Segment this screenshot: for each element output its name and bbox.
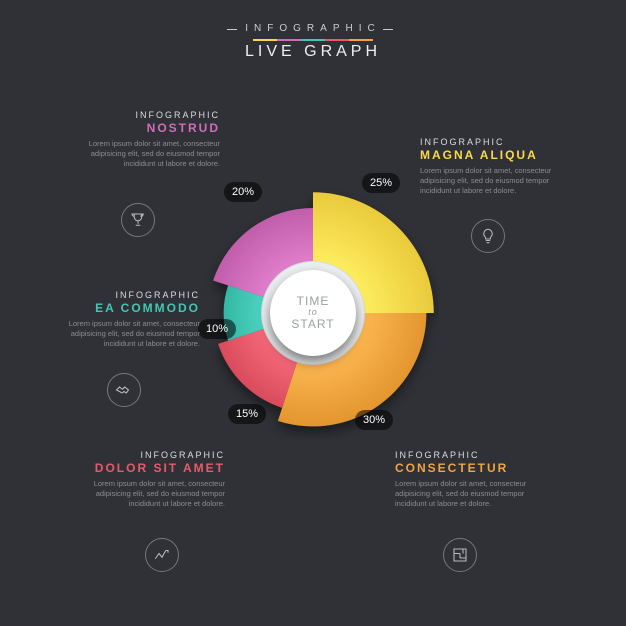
block-body: Lorem ipsum dolor sit amet, consecteur a… (420, 166, 580, 196)
block-eyebrow: INFOGRAPHIC (40, 290, 200, 300)
block-eyebrow: INFOGRAPHIC (420, 137, 580, 147)
block-body: Lorem ipsum dolor sit amet, consecteur a… (40, 319, 200, 349)
trophy-icon (121, 203, 155, 237)
block-consect: INFOGRAPHICCONSECTETUR Lorem ipsum dolor … (395, 450, 555, 509)
block-nostrud: INFOGRAPHICNOSTRUD Lorem ipsum dolor sit … (60, 110, 220, 169)
block-body: Lorem ipsum dolor sit amet, consecteur a… (60, 139, 220, 169)
block-body: Lorem ipsum dolor sit amet, consecteur a… (395, 479, 555, 509)
block-commodo: INFOGRAPHICEA COMMODO Lorem ipsum dolor s… (40, 290, 200, 349)
block-eyebrow: INFOGRAPHIC (395, 450, 555, 460)
block-dolor: INFOGRAPHICDOLOR SIT AMET Lorem ipsum dol… (65, 450, 225, 509)
zigzag-icon (145, 538, 179, 572)
block-title: EA COMMODO (40, 301, 200, 315)
bulb-icon (471, 219, 505, 253)
block-eyebrow: INFOGRAPHIC (65, 450, 225, 460)
handshake-icon (107, 373, 141, 407)
header-subline: LIVE GRAPH (0, 43, 626, 61)
maze-icon (443, 538, 477, 572)
pct-badge-nostrud: 20% (224, 182, 262, 202)
block-title: DOLOR SIT AMET (65, 461, 225, 475)
pct-badge-dolor: 15% (228, 404, 266, 424)
block-title: CONSECTETUR (395, 461, 555, 475)
header-underline (0, 39, 626, 41)
block-title: NOSTRUD (60, 121, 220, 135)
pct-badge-consect: 30% (355, 410, 393, 430)
block-title: MAGNA ALIQUA (420, 148, 580, 162)
block-body: Lorem ipsum dolor sit amet, consecteur a… (65, 479, 225, 509)
center-hub: TIME to START (270, 270, 356, 356)
block-eyebrow: INFOGRAPHIC (60, 110, 220, 120)
pct-badge-commodo: 10% (198, 319, 236, 339)
center-line3: START (291, 318, 334, 331)
pct-badge-magna: 25% (362, 173, 400, 193)
header-topline: INFOGRAPHIC (245, 23, 380, 34)
header: INFOGRAPHIC LIVE GRAPH (0, 18, 626, 61)
block-magna: INFOGRAPHICMAGNA ALIQUA Lorem ipsum dolor… (420, 137, 580, 196)
